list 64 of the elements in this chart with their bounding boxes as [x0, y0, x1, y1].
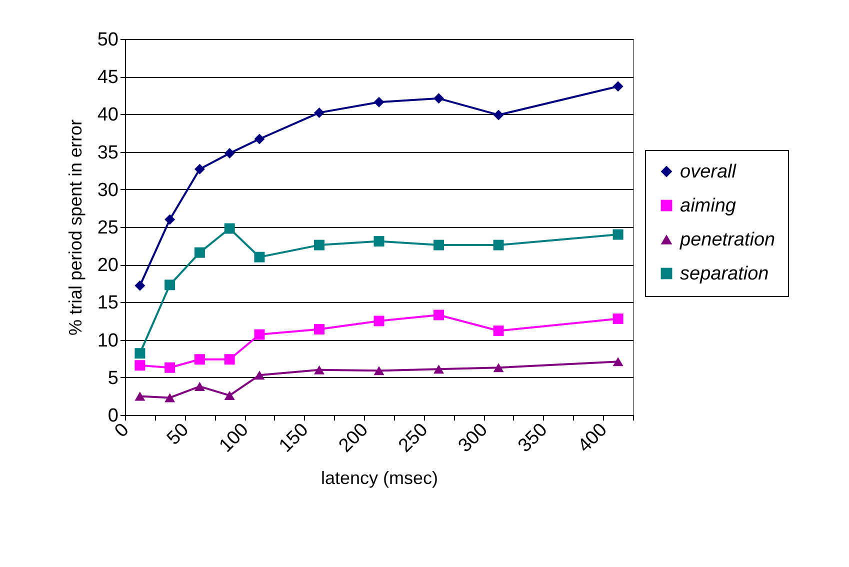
x-tick-label: 250	[394, 419, 432, 457]
point	[493, 110, 504, 120]
y-axis-title: % trial period spent in error	[65, 119, 86, 336]
point	[493, 363, 504, 372]
x-tick-label: 350	[514, 419, 552, 457]
y-tick-label: 25	[97, 218, 118, 238]
point	[612, 81, 624, 92]
point	[434, 364, 444, 374]
point	[254, 252, 265, 262]
point	[254, 329, 265, 340]
y-tick-label: 10	[97, 330, 118, 352]
legend-label: penetration	[679, 230, 776, 250]
point	[612, 357, 624, 366]
y-tick-label: 5	[108, 368, 118, 389]
x-axis-title: latency (msec)	[320, 468, 438, 488]
y-tick-label: 40	[97, 104, 118, 126]
point	[314, 324, 324, 335]
point	[134, 348, 146, 359]
y-tick-label: 15	[97, 292, 118, 314]
point	[134, 280, 146, 291]
legend-label: separation	[680, 264, 769, 284]
point	[314, 107, 324, 118]
point	[493, 240, 504, 250]
y-tick-label: 30	[97, 180, 118, 201]
point	[374, 96, 384, 108]
point	[164, 393, 176, 402]
point	[374, 366, 384, 376]
point	[434, 310, 444, 320]
point	[134, 392, 146, 401]
x-tick-label: 100	[216, 419, 253, 457]
x-tick-label: 200	[335, 419, 372, 457]
point	[224, 223, 235, 234]
point	[194, 247, 205, 258]
point	[314, 240, 324, 250]
legend-label: aiming	[680, 196, 736, 216]
point	[164, 280, 176, 290]
point	[164, 362, 176, 373]
x-tick-label: 400	[574, 419, 612, 457]
point	[224, 354, 235, 365]
point	[434, 240, 444, 250]
point	[224, 390, 235, 400]
point	[134, 360, 146, 371]
point	[612, 314, 624, 324]
y-tick-label: 35	[97, 142, 118, 164]
point	[194, 382, 205, 391]
x-tick-label: 300	[454, 419, 492, 457]
legend-label: overall	[680, 162, 737, 182]
point	[612, 229, 624, 240]
point	[224, 148, 235, 159]
point	[194, 164, 205, 174]
point	[194, 354, 205, 365]
x-tick-label: 150	[275, 419, 313, 457]
point	[493, 326, 504, 336]
point	[164, 214, 176, 225]
point	[434, 93, 444, 104]
y-tick-label: 45	[97, 67, 118, 88]
y-tick-label: 20	[97, 255, 118, 276]
point	[254, 134, 265, 144]
x-tick-label: 50	[163, 419, 194, 450]
point	[314, 365, 324, 374]
point	[254, 370, 265, 380]
point	[374, 316, 384, 326]
point	[374, 236, 384, 247]
y-tick-label: 50	[97, 30, 118, 50]
